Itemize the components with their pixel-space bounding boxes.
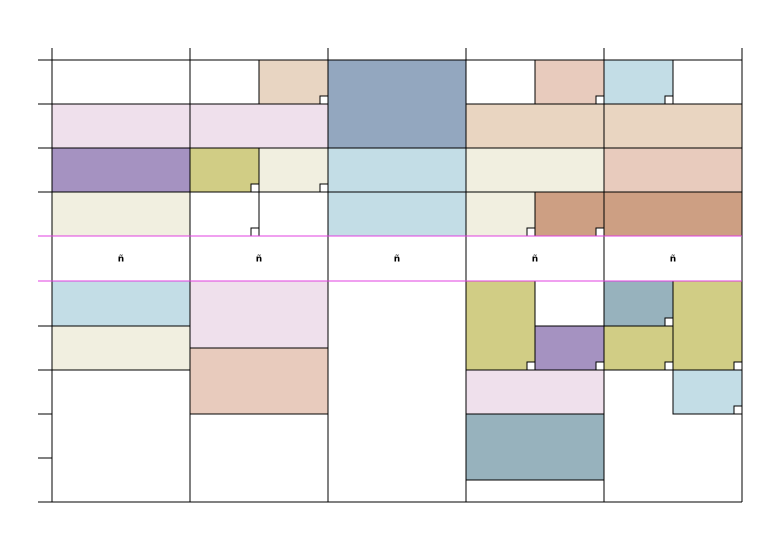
block <box>603 280 674 327</box>
corner <box>664 317 674 327</box>
cell-label: ñ <box>394 255 400 265</box>
block <box>603 325 674 371</box>
block <box>189 280 329 349</box>
frame <box>38 48 743 503</box>
block <box>465 191 536 237</box>
cell-label: ñ <box>118 255 124 265</box>
block <box>603 147 743 193</box>
corner <box>250 183 260 193</box>
block <box>672 280 743 371</box>
block <box>51 147 191 193</box>
corner <box>319 183 329 193</box>
block <box>465 280 536 371</box>
corner <box>526 361 536 371</box>
block <box>327 191 467 237</box>
block <box>534 191 605 237</box>
block <box>603 191 743 237</box>
block <box>534 59 605 105</box>
block <box>258 59 329 105</box>
corner <box>664 95 674 105</box>
block <box>672 369 743 415</box>
block <box>327 59 467 149</box>
block <box>465 413 605 481</box>
block <box>465 369 605 415</box>
corner <box>733 405 743 415</box>
corner <box>664 361 674 371</box>
corner <box>526 227 536 237</box>
block <box>465 147 605 193</box>
block <box>327 147 467 193</box>
corner <box>595 361 605 371</box>
corner <box>595 95 605 105</box>
cell-label: ñ <box>256 255 262 265</box>
block <box>534 325 605 371</box>
block <box>51 325 191 371</box>
cell-label: ñ <box>532 255 538 265</box>
corner <box>733 361 743 371</box>
corner <box>595 227 605 237</box>
corner-marks <box>250 95 743 415</box>
corner <box>250 227 260 237</box>
corner <box>319 95 329 105</box>
block <box>603 59 674 105</box>
blocks <box>51 59 743 481</box>
block <box>189 147 260 193</box>
cell-label: ñ <box>670 255 676 265</box>
block <box>189 347 329 415</box>
block <box>51 280 191 327</box>
block <box>258 147 329 193</box>
block <box>51 191 191 237</box>
